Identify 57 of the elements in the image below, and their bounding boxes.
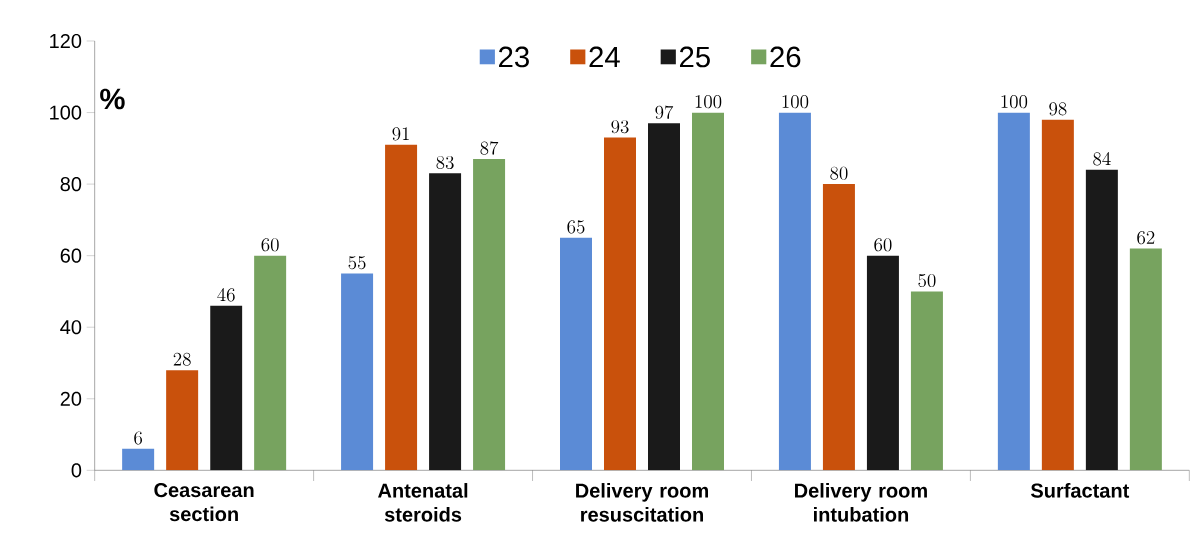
- x-tick-label: Delivery room intubation: [795, 483, 927, 522]
- legend-label: 23: [499, 46, 529, 68]
- bar: [822, 184, 855, 471]
- data-label: 84: [1093, 152, 1111, 166]
- y-tick-label: 100: [50, 105, 82, 120]
- bar: [997, 112, 1030, 471]
- bar: [341, 273, 374, 471]
- bar: [166, 370, 199, 471]
- data-label: 91: [392, 127, 409, 141]
- y-tick-label: 120: [50, 33, 82, 49]
- y-tick-label: 60: [60, 248, 82, 263]
- x-tick-label: Antenatal steroids: [378, 483, 468, 522]
- data-label: 87: [480, 141, 499, 155]
- bar: [122, 448, 155, 471]
- data-label: 65: [567, 220, 585, 234]
- data-label: 50: [918, 273, 936, 288]
- data-label: 28: [173, 352, 191, 366]
- x-tick-label: Delivery room resuscitation: [576, 483, 708, 522]
- bar: [778, 112, 811, 471]
- bar: [1041, 119, 1074, 471]
- bar: [429, 173, 462, 471]
- bar: [692, 112, 724, 471]
- x-tick-label: Ceasarean section: [154, 483, 254, 522]
- bar: [1129, 248, 1162, 471]
- bar: [254, 255, 287, 471]
- data-label: 6: [134, 431, 143, 445]
- bar: [210, 305, 243, 471]
- bar: [866, 255, 899, 471]
- data-label: 60: [874, 238, 892, 252]
- data-label: 46: [217, 288, 235, 302]
- data-label: 83: [436, 155, 454, 170]
- legend-label: 25: [679, 46, 710, 68]
- y-tick-label: 20: [60, 391, 82, 406]
- bar: [473, 159, 506, 471]
- data-label: 100: [695, 95, 722, 109]
- data-label: 93: [611, 120, 629, 134]
- data-label: 55: [348, 256, 366, 270]
- y-axis-title: %: [100, 88, 125, 110]
- bar: [1085, 169, 1118, 471]
- x-tick-label: Surfactant: [1031, 483, 1130, 498]
- data-label: 62: [1137, 231, 1155, 245]
- bar: [648, 123, 680, 471]
- data-label: 80: [830, 166, 848, 180]
- y-tick-label: 80: [60, 177, 82, 192]
- bar: [385, 144, 418, 471]
- bar: [604, 137, 636, 471]
- y-tick-label: 40: [60, 320, 82, 335]
- data-label: 97: [655, 105, 674, 119]
- data-label: 60: [261, 238, 279, 252]
- data-label: 100: [782, 95, 809, 109]
- data-label: 98: [1049, 102, 1067, 116]
- y-tick-label: 0: [71, 463, 82, 478]
- legend-label: 26: [770, 46, 801, 68]
- legend-label: 24: [589, 46, 620, 68]
- bar: [560, 237, 592, 471]
- bar: [910, 291, 943, 471]
- data-label: 100: [1001, 95, 1028, 109]
